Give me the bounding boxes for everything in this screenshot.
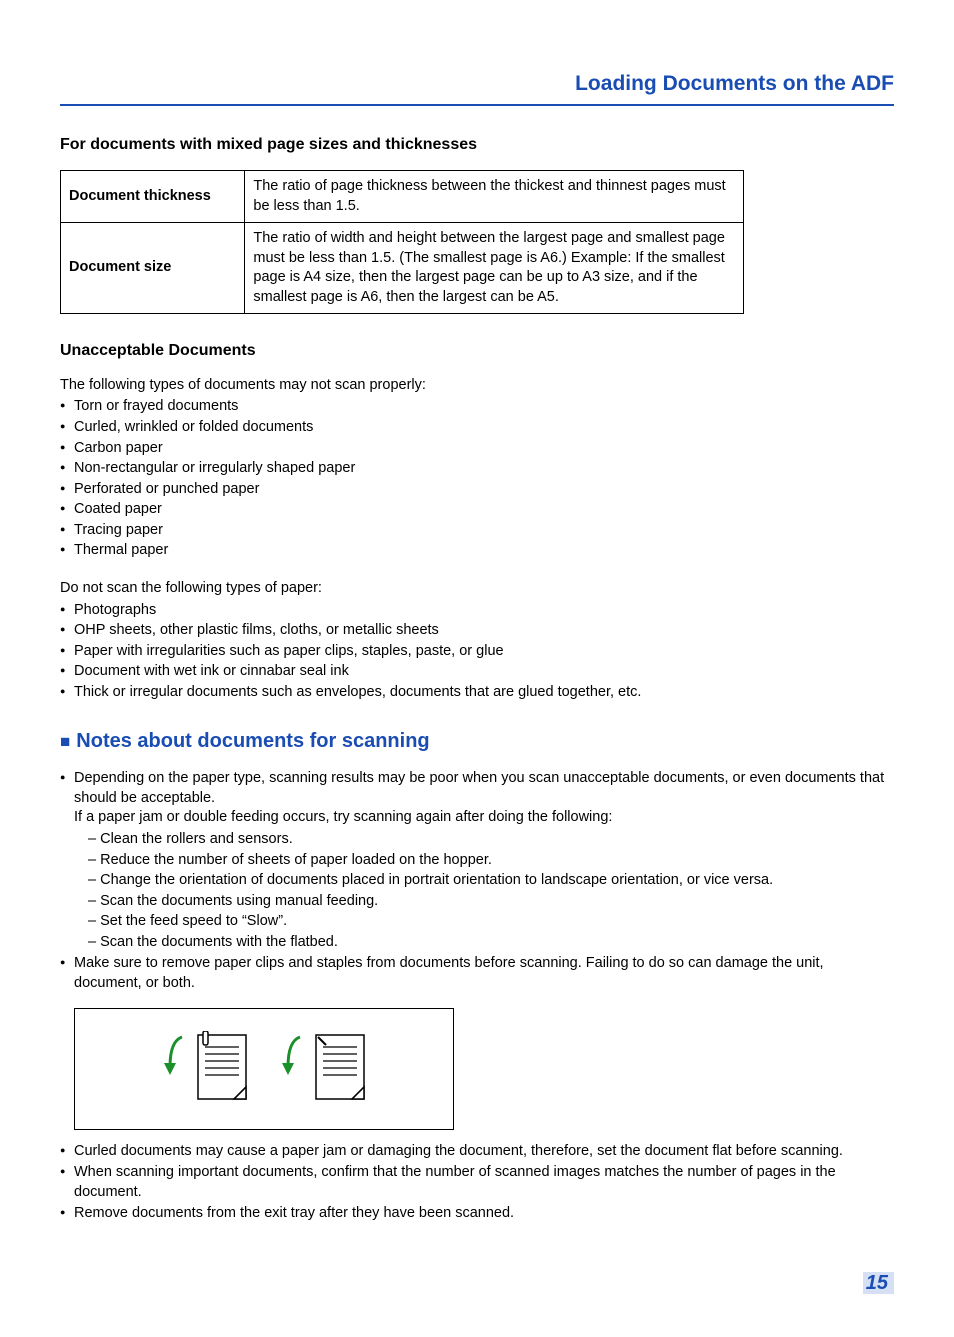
arrow-icon <box>160 1031 190 1091</box>
list-item: Non-rectangular or irregularly shaped pa… <box>60 459 894 479</box>
mixed-heading: For documents with mixed page sizes and … <box>60 134 894 156</box>
table-label: Document thickness <box>61 170 245 222</box>
list-item: Perforated or punched paper <box>60 480 894 500</box>
page-header-title: Loading Documents on the ADF <box>575 72 894 95</box>
note-item: When scanning important documents, confi… <box>60 1163 894 1202</box>
note-text: If a paper jam or double feeding occurs,… <box>74 809 612 825</box>
unacceptable-intro-1: The following types of documents may not… <box>60 376 894 396</box>
dash-item: – Scan the documents using manual feedin… <box>88 892 894 912</box>
table-row: Document thickness The ratio of page thi… <box>61 170 744 222</box>
notes-heading: ■ Notes about documents for scanning <box>60 728 894 755</box>
list-item: Document with wet ink or cinnabar seal i… <box>60 662 894 682</box>
page-header: Loading Documents on the ADF <box>60 70 894 106</box>
list-item: Thick or irregular documents such as env… <box>60 683 894 703</box>
table-row: Document size The ratio of width and hei… <box>61 223 744 314</box>
list-item: Carbon paper <box>60 439 894 459</box>
document-staple-icon <box>312 1031 368 1107</box>
dash-list: – Clean the rollers and sensors. – Reduc… <box>88 830 894 952</box>
dash-item: – Set the feed speed to “Slow”. <box>88 912 894 932</box>
unacceptable-heading: Unacceptable Documents <box>60 340 894 362</box>
list-item: Photographs <box>60 601 894 621</box>
square-bullet-icon: ■ <box>60 732 70 751</box>
unacceptable-list-1: Torn or frayed documents Curled, wrinkle… <box>60 397 894 561</box>
page-number: 15 <box>863 1272 894 1294</box>
diagram-right <box>278 1031 368 1107</box>
notes-list: Depending on the paper type, scanning re… <box>60 769 894 993</box>
mixed-spec-table: Document thickness The ratio of page thi… <box>60 170 744 314</box>
table-label: Document size <box>61 223 245 314</box>
note-item: Make sure to remove paper clips and stap… <box>60 954 894 993</box>
list-item: Paper with irregularities such as paper … <box>60 642 894 662</box>
note-item: Remove documents from the exit tray afte… <box>60 1204 894 1224</box>
table-text: The ratio of width and height between th… <box>245 223 744 314</box>
note-item: Curled documents may cause a paper jam o… <box>60 1142 894 1162</box>
notes-heading-text: Notes about documents for scanning <box>76 730 429 752</box>
table-text: The ratio of page thickness between the … <box>245 170 744 222</box>
list-item: Thermal paper <box>60 541 894 561</box>
list-item: Coated paper <box>60 500 894 520</box>
diagram-left <box>160 1031 250 1107</box>
dash-item: – Reduce the number of sheets of paper l… <box>88 851 894 871</box>
unacceptable-intro-2: Do not scan the following types of paper… <box>60 579 894 599</box>
arrow-icon <box>278 1031 308 1091</box>
list-item: Torn or frayed documents <box>60 397 894 417</box>
list-item: OHP sheets, other plastic films, cloths,… <box>60 621 894 641</box>
remove-clips-diagram <box>74 1008 454 1130</box>
list-item: Tracing paper <box>60 521 894 541</box>
note-item: Depending on the paper type, scanning re… <box>60 769 894 952</box>
dash-item: – Change the orientation of documents pl… <box>88 871 894 891</box>
unacceptable-list-2: Photographs OHP sheets, other plastic fi… <box>60 601 894 703</box>
notes-list-2: Curled documents may cause a paper jam o… <box>60 1142 894 1224</box>
document-clip-icon <box>194 1031 250 1107</box>
dash-item: – Scan the documents with the flatbed. <box>88 933 894 953</box>
note-text: Depending on the paper type, scanning re… <box>74 770 884 806</box>
dash-item: – Clean the rollers and sensors. <box>88 830 894 850</box>
list-item: Curled, wrinkled or folded documents <box>60 418 894 438</box>
